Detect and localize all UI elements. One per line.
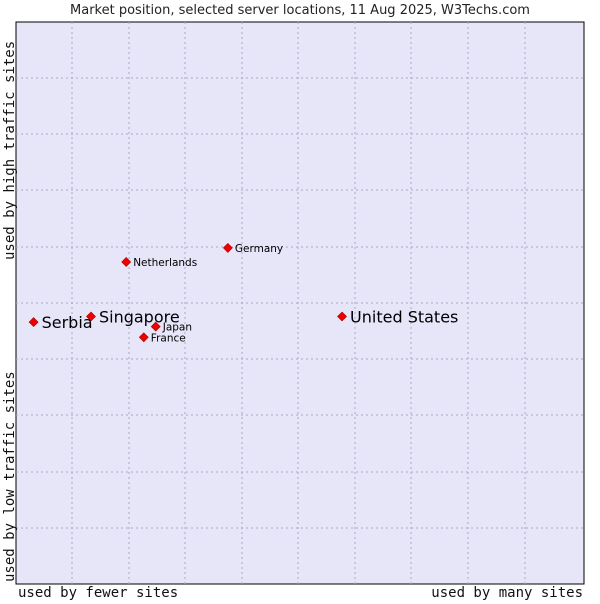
y-axis-label-low: used by low traffic sites (2, 371, 18, 582)
point-marker-japan (150, 321, 161, 332)
point-marker-united-states (337, 311, 347, 322)
point-marker-serbia (28, 317, 39, 328)
point-marker-singapore (86, 311, 96, 322)
point-label-france: France (151, 332, 186, 344)
point-label-singapore: Singapore (99, 307, 180, 326)
plot-area (15, 21, 585, 585)
data-points: United States Germany Netherlands Singapore… (28, 242, 458, 344)
point-marker-germany (222, 242, 233, 253)
grid-lines (16, 22, 584, 584)
x-axis-label-low: used by fewer sites (18, 585, 178, 600)
point-marker-netherlands (121, 257, 132, 267)
point-marker-france (138, 332, 149, 343)
chart-title: Market position, selected server locatio… (70, 3, 530, 18)
point-label-united-states: United States (350, 307, 458, 326)
point-label-netherlands: Netherlands (133, 257, 197, 269)
y-axis-label-high: used by high traffic sites (2, 41, 18, 260)
x-axis-label-high: used by many sites (431, 585, 583, 600)
point-label-japan: Japan (162, 322, 192, 334)
point-label-serbia: Serbia (42, 313, 93, 332)
point-label-germany: Germany (235, 243, 283, 255)
